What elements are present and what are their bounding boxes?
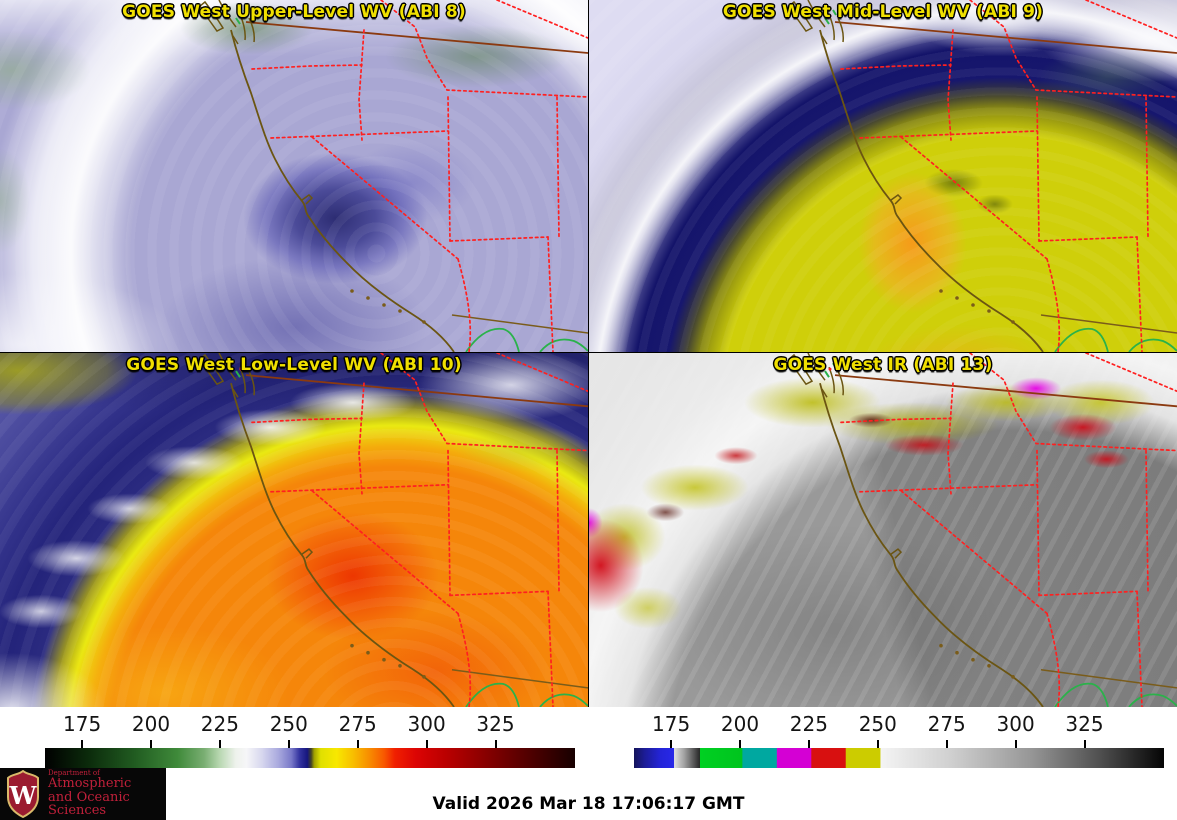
valid-time-label: Valid 2026 Mar 18 17:06:17 GMT bbox=[432, 794, 745, 814]
tick-mark bbox=[287, 740, 290, 748]
ir-tick-label: 175 bbox=[652, 712, 691, 736]
logo-dept-line: Department of bbox=[48, 769, 100, 778]
panel-title-mid-wv: GOES West Mid-Level WV (ABI 9) bbox=[722, 2, 1044, 22]
panel-title-upper-wv: GOES West Upper-Level WV (ABI 8) bbox=[122, 2, 466, 22]
panel-ir: GOES West IR (ABI 13) bbox=[589, 353, 1177, 707]
wv-tick-label: 200 bbox=[131, 712, 171, 736]
wv-tick-label: 300 bbox=[407, 712, 446, 736]
tick-mark bbox=[494, 740, 497, 748]
tick-mark bbox=[1014, 740, 1017, 748]
wv-colorbar: 175 200 225 250 275 300 325 bbox=[45, 712, 575, 770]
wv-tick-label: 325 bbox=[476, 712, 515, 736]
panel-low-level-wv: GOES West Low-Level WV (ABI 10) bbox=[0, 353, 588, 707]
panel-title-ir: GOES West IR (ABI 13) bbox=[773, 355, 993, 375]
tick-mark bbox=[876, 740, 879, 748]
map-overlay bbox=[787, 353, 1177, 707]
map-overlay bbox=[198, 353, 588, 707]
tick-mark bbox=[425, 740, 428, 748]
four-panel-grid: GOES West Upper-Level WV (ABI 8) GOES We… bbox=[0, 0, 1177, 707]
ir-tick-label: 300 bbox=[996, 712, 1035, 736]
ir-colorbar: 175 200 225 250 275 300 325 bbox=[634, 712, 1164, 770]
wv-tick-label: 275 bbox=[338, 712, 377, 736]
panel-title-low-wv: GOES West Low-Level WV (ABI 10) bbox=[126, 355, 462, 375]
logo-name-line1: Atmospheric bbox=[48, 776, 132, 792]
panel-upper-level-wv: GOES West Upper-Level WV (ABI 8) bbox=[0, 0, 588, 352]
ir-tick-label: 250 bbox=[858, 712, 897, 736]
tick-mark bbox=[218, 740, 221, 748]
tick-mark bbox=[81, 740, 84, 748]
wv-tick-label: 175 bbox=[63, 712, 102, 736]
map-overlay bbox=[788, 0, 1177, 352]
tick-mark bbox=[1083, 740, 1086, 748]
ir-tick-label: 225 bbox=[789, 712, 828, 736]
panel-mid-level-wv: GOES West Mid-Level WV (ABI 9) bbox=[589, 0, 1177, 352]
ir-colorbar-gradient bbox=[634, 748, 1164, 768]
ir-tick-label: 200 bbox=[720, 712, 760, 736]
logo-text: Department of Atmospheric and Oceanic Sc… bbox=[48, 769, 166, 819]
wv-colorbar-gradient bbox=[45, 748, 575, 768]
tick-mark bbox=[150, 740, 152, 748]
ir-tick-label: 275 bbox=[927, 712, 966, 736]
tick-mark bbox=[356, 740, 359, 748]
map-overlay bbox=[199, 0, 588, 352]
uw-aos-logo: W Department of Atmospheric and Oceanic … bbox=[0, 768, 166, 820]
tick-mark bbox=[945, 740, 948, 748]
wv-tick-label: 250 bbox=[269, 712, 308, 736]
tick-mark bbox=[670, 740, 673, 748]
crest-letter: W bbox=[9, 781, 38, 810]
tick-mark bbox=[807, 740, 810, 748]
uw-crest-icon: W bbox=[7, 770, 39, 818]
ir-tick-label: 325 bbox=[1065, 712, 1104, 736]
tick-mark bbox=[739, 740, 741, 748]
logo-name-line2: and Oceanic Sciences bbox=[48, 789, 130, 819]
wv-tick-label: 225 bbox=[200, 712, 239, 736]
